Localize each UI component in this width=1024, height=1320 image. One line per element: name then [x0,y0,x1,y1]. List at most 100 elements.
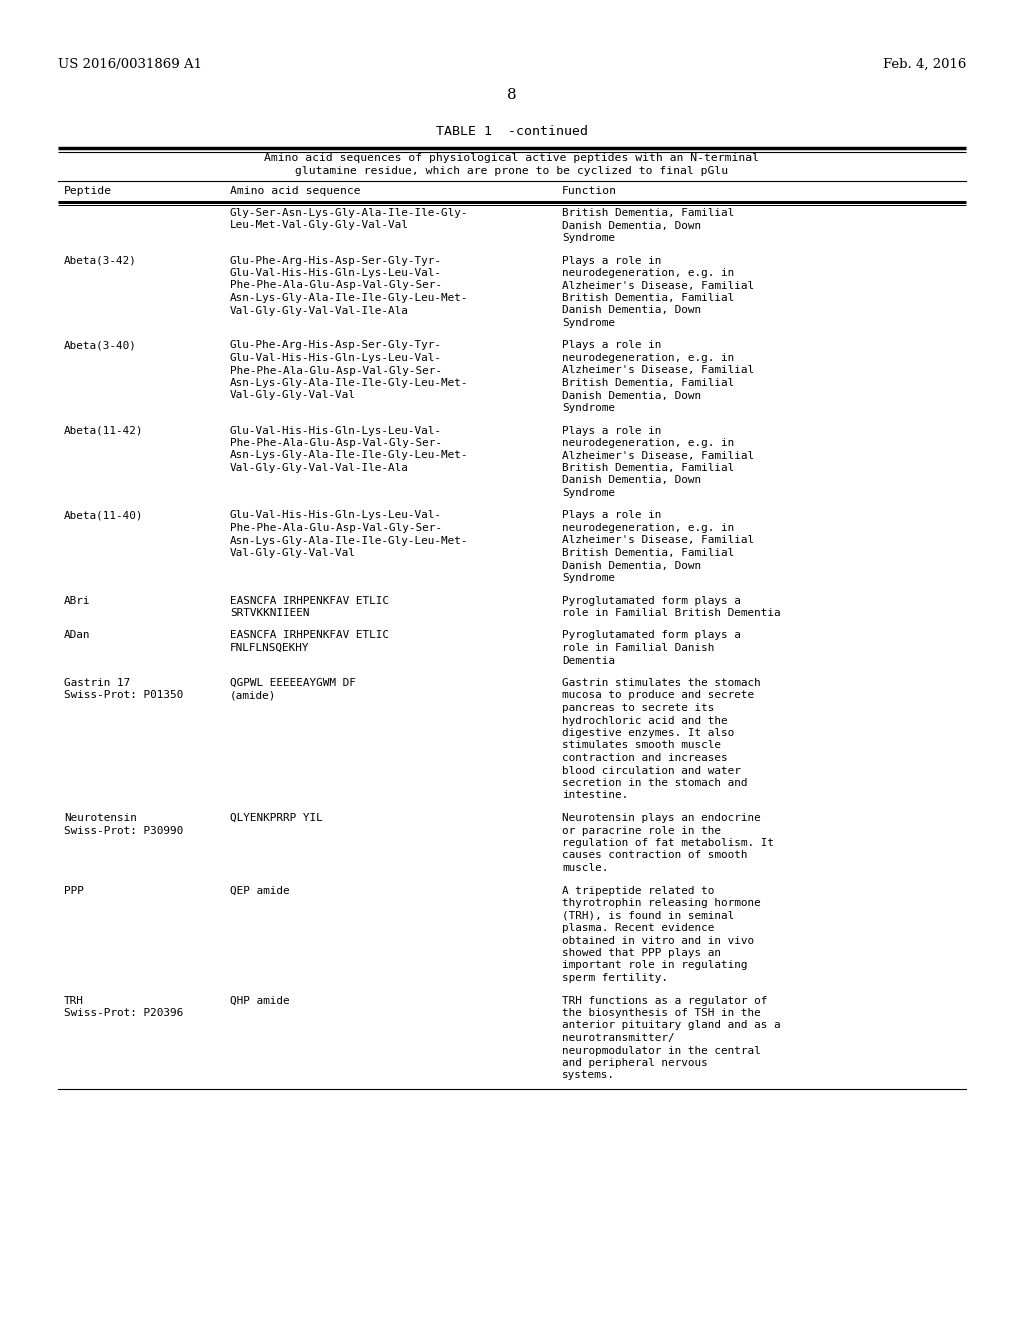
Text: neurodegeneration, e.g. in: neurodegeneration, e.g. in [562,268,734,279]
Text: obtained in vitro and in vivo: obtained in vitro and in vivo [562,936,754,945]
Text: TRH: TRH [63,995,84,1006]
Text: plasma. Recent evidence: plasma. Recent evidence [562,923,715,933]
Text: Val-Gly-Gly-Val-Val: Val-Gly-Gly-Val-Val [230,391,356,400]
Text: ABri: ABri [63,595,90,606]
Text: Alzheimer's Disease, Familial: Alzheimer's Disease, Familial [562,450,754,461]
Text: QGPWL EEEEEAYGWM DF: QGPWL EEEEEAYGWM DF [230,678,356,688]
Text: Glu-Phe-Arg-His-Asp-Ser-Gly-Tyr-: Glu-Phe-Arg-His-Asp-Ser-Gly-Tyr- [230,256,442,265]
Text: US 2016/0031869 A1: US 2016/0031869 A1 [58,58,202,71]
Text: neurodegeneration, e.g. in: neurodegeneration, e.g. in [562,352,734,363]
Text: Danish Dementia, Down: Danish Dementia, Down [562,305,701,315]
Text: Alzheimer's Disease, Familial: Alzheimer's Disease, Familial [562,536,754,545]
Text: systems.: systems. [562,1071,615,1081]
Text: muscle.: muscle. [562,863,608,873]
Text: Pyroglutamated form plays a: Pyroglutamated form plays a [562,631,741,640]
Text: QEP amide: QEP amide [230,886,290,895]
Text: A tripeptide related to: A tripeptide related to [562,886,715,895]
Text: neurotransmitter/: neurotransmitter/ [562,1034,675,1043]
Text: Danish Dementia, Down: Danish Dementia, Down [562,391,701,400]
Text: SRTVKKNIIEEN: SRTVKKNIIEEN [230,609,309,618]
Text: Phe-Phe-Ala-Glu-Asp-Val-Gly-Ser-: Phe-Phe-Ala-Glu-Asp-Val-Gly-Ser- [230,281,442,290]
Text: intestine.: intestine. [562,791,629,800]
Text: stimulates smooth muscle: stimulates smooth muscle [562,741,721,751]
Text: digestive enzymes. It also: digestive enzymes. It also [562,729,734,738]
Text: Alzheimer's Disease, Familial: Alzheimer's Disease, Familial [562,281,754,290]
Text: TRH functions as a regulator of: TRH functions as a regulator of [562,995,767,1006]
Text: (amide): (amide) [230,690,276,701]
Text: Neurotensin plays an endocrine: Neurotensin plays an endocrine [562,813,761,822]
Text: Phe-Phe-Ala-Glu-Asp-Val-Gly-Ser-: Phe-Phe-Ala-Glu-Asp-Val-Gly-Ser- [230,366,442,375]
Text: anterior pituitary gland and as a: anterior pituitary gland and as a [562,1020,780,1031]
Text: Gastrin 17: Gastrin 17 [63,678,130,688]
Text: thyrotrophin releasing hormone: thyrotrophin releasing hormone [562,898,761,908]
Text: EASNCFA IRHPENKFAV ETLIC: EASNCFA IRHPENKFAV ETLIC [230,595,389,606]
Text: Abeta(11-40): Abeta(11-40) [63,511,143,520]
Text: regulation of fat metabolism. It: regulation of fat metabolism. It [562,838,774,847]
Text: Function: Function [562,186,617,195]
Text: Val-Gly-Gly-Val-Val: Val-Gly-Gly-Val-Val [230,548,356,558]
Text: Gly-Ser-Asn-Lys-Gly-Ala-Ile-Ile-Gly-: Gly-Ser-Asn-Lys-Gly-Ala-Ile-Ile-Gly- [230,209,469,218]
Text: the biosynthesis of TSH in the: the biosynthesis of TSH in the [562,1008,761,1018]
Text: Plays a role in: Plays a role in [562,341,662,351]
Text: important role in regulating: important role in regulating [562,961,748,970]
Text: 8: 8 [507,88,517,102]
Text: Plays a role in: Plays a role in [562,511,662,520]
Text: Pyroglutamated form plays a: Pyroglutamated form plays a [562,595,741,606]
Text: Glu-Val-His-His-Gln-Lys-Leu-Val-: Glu-Val-His-His-Gln-Lys-Leu-Val- [230,268,442,279]
Text: Danish Dementia, Down: Danish Dementia, Down [562,561,701,570]
Text: Glu-Phe-Arg-His-Asp-Ser-Gly-Tyr-: Glu-Phe-Arg-His-Asp-Ser-Gly-Tyr- [230,341,442,351]
Text: sperm fertility.: sperm fertility. [562,973,668,983]
Text: Abeta(3-40): Abeta(3-40) [63,341,137,351]
Text: Danish Dementia, Down: Danish Dementia, Down [562,475,701,486]
Text: Asn-Lys-Gly-Ala-Ile-Ile-Gly-Leu-Met-: Asn-Lys-Gly-Ala-Ile-Ile-Gly-Leu-Met- [230,450,469,461]
Text: Asn-Lys-Gly-Ala-Ile-Ile-Gly-Leu-Met-: Asn-Lys-Gly-Ala-Ile-Ile-Gly-Leu-Met- [230,378,469,388]
Text: Glu-Val-His-His-Gln-Lys-Leu-Val-: Glu-Val-His-His-Gln-Lys-Leu-Val- [230,425,442,436]
Text: role in Familial Danish: role in Familial Danish [562,643,715,653]
Text: Swiss-Prot: P01350: Swiss-Prot: P01350 [63,690,183,701]
Text: EASNCFA IRHPENKFAV ETLIC: EASNCFA IRHPENKFAV ETLIC [230,631,389,640]
Text: Phe-Phe-Ala-Glu-Asp-Val-Gly-Ser-: Phe-Phe-Ala-Glu-Asp-Val-Gly-Ser- [230,523,442,533]
Text: Syndrome: Syndrome [562,234,615,243]
Text: Val-Gly-Gly-Val-Val-Ile-Ala: Val-Gly-Gly-Val-Val-Ile-Ala [230,463,409,473]
Text: Plays a role in: Plays a role in [562,425,662,436]
Text: ADan: ADan [63,631,90,640]
Text: Syndrome: Syndrome [562,573,615,583]
Text: role in Familial British Dementia: role in Familial British Dementia [562,609,780,618]
Text: secretion in the stomach and: secretion in the stomach and [562,777,748,788]
Text: Danish Dementia, Down: Danish Dementia, Down [562,220,701,231]
Text: Abeta(11-42): Abeta(11-42) [63,425,143,436]
Text: (TRH), is found in seminal: (TRH), is found in seminal [562,911,734,920]
Text: Gastrin stimulates the stomach: Gastrin stimulates the stomach [562,678,761,688]
Text: Alzheimer's Disease, Familial: Alzheimer's Disease, Familial [562,366,754,375]
Text: Swiss-Prot: P20396: Swiss-Prot: P20396 [63,1008,183,1018]
Text: Swiss-Prot: P30990: Swiss-Prot: P30990 [63,825,183,836]
Text: PPP: PPP [63,886,84,895]
Text: Phe-Phe-Ala-Glu-Asp-Val-Gly-Ser-: Phe-Phe-Ala-Glu-Asp-Val-Gly-Ser- [230,438,442,447]
Text: FNLFLNSQEKHY: FNLFLNSQEKHY [230,643,309,653]
Text: British Dementia, Familial: British Dementia, Familial [562,293,734,304]
Text: Leu-Met-Val-Gly-Gly-Val-Val: Leu-Met-Val-Gly-Gly-Val-Val [230,220,409,231]
Text: Glu-Val-His-His-Gln-Lys-Leu-Val-: Glu-Val-His-His-Gln-Lys-Leu-Val- [230,352,442,363]
Text: Glu-Val-His-His-Gln-Lys-Leu-Val-: Glu-Val-His-His-Gln-Lys-Leu-Val- [230,511,442,520]
Text: neuropmodulator in the central: neuropmodulator in the central [562,1045,761,1056]
Text: Amino acid sequences of physiological active peptides with an N-terminal: Amino acid sequences of physiological ac… [264,153,760,162]
Text: Syndrome: Syndrome [562,318,615,327]
Text: hydrochloric acid and the: hydrochloric acid and the [562,715,728,726]
Text: Abeta(3-42): Abeta(3-42) [63,256,137,265]
Text: Val-Gly-Gly-Val-Val-Ile-Ala: Val-Gly-Gly-Val-Val-Ile-Ala [230,305,409,315]
Text: QLYENKPRRP YIL: QLYENKPRRP YIL [230,813,323,822]
Text: causes contraction of smooth: causes contraction of smooth [562,850,748,861]
Text: Feb. 4, 2016: Feb. 4, 2016 [883,58,966,71]
Text: glutamine residue, which are prone to be cyclized to final pGlu: glutamine residue, which are prone to be… [296,166,728,176]
Text: Dementia: Dementia [562,656,615,665]
Text: neurodegeneration, e.g. in: neurodegeneration, e.g. in [562,438,734,447]
Text: QHP amide: QHP amide [230,995,290,1006]
Text: British Dementia, Familial: British Dementia, Familial [562,548,734,558]
Text: British Dementia, Familial: British Dementia, Familial [562,463,734,473]
Text: Syndrome: Syndrome [562,403,615,413]
Text: British Dementia, Familial: British Dementia, Familial [562,378,734,388]
Text: Neurotensin: Neurotensin [63,813,137,822]
Text: Peptide: Peptide [63,186,112,195]
Text: and peripheral nervous: and peripheral nervous [562,1059,708,1068]
Text: pancreas to secrete its: pancreas to secrete its [562,704,715,713]
